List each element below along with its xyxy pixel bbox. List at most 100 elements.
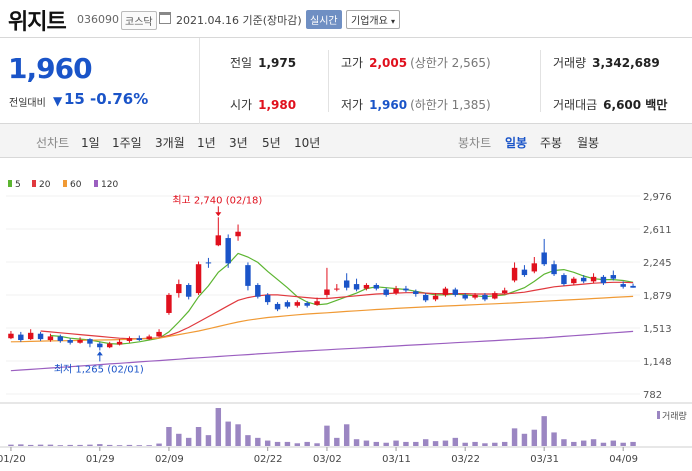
stock-chart: 5 20 60 120 최고 2,740 (02/18) 최저 1,265 (02/01… bbox=[0, 158, 692, 471]
high-arrow-head bbox=[215, 212, 222, 217]
volume-bar bbox=[235, 424, 241, 446]
candle-body bbox=[205, 262, 212, 264]
volume-bar bbox=[156, 443, 162, 446]
volume-bar bbox=[245, 435, 251, 446]
volume-cell: 거래량 3,342,689 bbox=[553, 54, 660, 71]
volume-bar bbox=[600, 442, 607, 446]
candle-body bbox=[482, 294, 488, 300]
company-overview-dropdown[interactable]: 기업개요 ▾ bbox=[346, 10, 401, 29]
candle-body bbox=[422, 294, 429, 301]
y-tick-label: 1,879 bbox=[643, 291, 672, 302]
volume-bar bbox=[472, 441, 478, 446]
company-overview-label: 기업개요 bbox=[351, 16, 388, 27]
volume-bar bbox=[274, 441, 281, 446]
prev-close-cell: 전일 1,975 bbox=[230, 54, 296, 71]
period-1d[interactable]: 1일 bbox=[81, 136, 100, 150]
period-1w[interactable]: 1주일 bbox=[112, 136, 142, 150]
candle-monthly[interactable]: 월봉 bbox=[577, 136, 600, 150]
upper-limit: (상한가 2,565) bbox=[410, 56, 491, 70]
candle-body bbox=[18, 334, 24, 341]
y-tick-label: 2,976 bbox=[643, 192, 672, 203]
price-change-percent: -0.76% bbox=[90, 90, 149, 108]
volume-bar bbox=[8, 444, 14, 446]
volume-bar bbox=[561, 439, 567, 446]
open-label: 시가 bbox=[230, 98, 253, 112]
candle-body bbox=[264, 294, 271, 303]
period-3m[interactable]: 3개월 bbox=[155, 136, 185, 150]
candle-body bbox=[284, 302, 291, 307]
candle-body bbox=[452, 289, 459, 295]
candle-body bbox=[541, 252, 547, 265]
low-value: 1,960 bbox=[369, 98, 408, 112]
legend-swatch bbox=[94, 180, 98, 187]
volume-bar bbox=[442, 440, 449, 446]
volume-bar bbox=[294, 443, 301, 446]
market-badge: 코스닥 bbox=[121, 11, 157, 30]
volume-bar bbox=[284, 441, 291, 446]
volume-bar bbox=[225, 421, 231, 446]
low-cell: 저가 1,960 (하한가 1,385) bbox=[341, 96, 491, 113]
volume-bar bbox=[403, 441, 409, 446]
candle-body bbox=[590, 276, 597, 282]
volume-bar bbox=[521, 433, 528, 446]
candle-body bbox=[413, 291, 419, 295]
candle-body bbox=[403, 288, 409, 291]
open-cell: 시가 1,980 bbox=[230, 96, 296, 113]
period-1y[interactable]: 1년 bbox=[197, 136, 216, 150]
chart-toolbar: 선차트 1일 1주일 3개월 1년 3년 5년 10년 봉차트 일봉 주봉 월봉 bbox=[0, 124, 692, 158]
stock-header: 위지트 036090 코스닥 2021.04.16 기준(장마감) 실시간 기업… bbox=[0, 0, 692, 38]
candle-body bbox=[373, 284, 380, 289]
volume-bar bbox=[501, 441, 508, 446]
candle-daily[interactable]: 일봉 bbox=[505, 136, 528, 150]
reference-date: 2021.04.16 기준(장마감) bbox=[176, 14, 302, 27]
legend-label: 5 bbox=[15, 180, 21, 190]
candle-body bbox=[472, 294, 478, 298]
period-5y[interactable]: 5년 bbox=[262, 136, 281, 150]
volume-bar bbox=[343, 424, 350, 446]
x-tick-label: 04/09 bbox=[609, 454, 638, 465]
legend-swatch bbox=[8, 180, 12, 187]
candle-body bbox=[57, 336, 64, 341]
price-change: 15 bbox=[64, 90, 85, 108]
volume-bar bbox=[373, 441, 380, 446]
legend-swatch bbox=[32, 180, 36, 187]
candle-body bbox=[8, 333, 14, 339]
low-annotation: 최저 1,265 (02/01) bbox=[54, 363, 144, 375]
volume-bar bbox=[136, 445, 143, 446]
candle-body bbox=[511, 267, 518, 281]
stock-name: 위지트 bbox=[8, 10, 67, 35]
candle-body bbox=[245, 265, 251, 286]
volume-bar bbox=[264, 440, 271, 446]
volume-bar bbox=[126, 444, 133, 446]
volume-bar bbox=[432, 441, 439, 446]
volume-bar bbox=[314, 443, 320, 446]
x-tick-label: 02/09 bbox=[155, 454, 184, 465]
amount-value: 6,600 백만 bbox=[603, 98, 668, 112]
volume-bar bbox=[422, 439, 429, 446]
candle-body bbox=[383, 289, 389, 295]
candlestick-chart: 5 20 60 120 최고 2,740 (02/18) 최저 1,265 (02/01… bbox=[0, 180, 692, 465]
volume-bar bbox=[47, 444, 54, 446]
high-label: 고가 bbox=[341, 56, 364, 70]
period-3y[interactable]: 3년 bbox=[229, 136, 248, 150]
candle-body bbox=[353, 284, 360, 290]
calendar-icon bbox=[159, 12, 171, 24]
candle-weekly[interactable]: 주봉 bbox=[540, 136, 563, 150]
prev-day-label: 전일대비 bbox=[9, 98, 46, 109]
open-value: 1,980 bbox=[258, 98, 297, 112]
volume-bar bbox=[304, 441, 310, 446]
low-arrow-head bbox=[96, 351, 103, 356]
y-tick-label: 1,148 bbox=[643, 357, 672, 368]
candle-body bbox=[97, 343, 103, 348]
volume-bar bbox=[195, 427, 202, 446]
candle-body bbox=[432, 295, 439, 300]
realtime-button[interactable]: 실시간 bbox=[306, 10, 342, 29]
candle-body bbox=[67, 340, 73, 343]
period-10y[interactable]: 10년 bbox=[294, 136, 321, 150]
volume-bar bbox=[67, 444, 73, 446]
volume-bar bbox=[452, 437, 459, 446]
volume-bar bbox=[205, 435, 212, 446]
high-annotation: 최고 2,740 (02/18) bbox=[172, 194, 262, 206]
x-tick-label: 03/31 bbox=[530, 454, 559, 465]
volume-bar bbox=[146, 445, 152, 446]
